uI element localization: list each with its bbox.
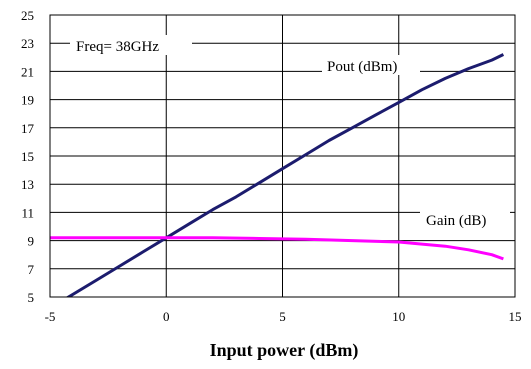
x-tick-label: 15 [509,309,522,324]
series-label-gain-bg [420,209,510,229]
series-lines [50,53,505,297]
series-line-gain [50,236,504,261]
y-tick-label: 9 [28,234,35,249]
annotation-freq-bg [70,35,192,55]
grid [50,15,515,297]
annotation-freq: Freq= 38GHz [76,39,159,55]
tick-labels: 5 7 9 11 13 15 17 19 21 23 25 -5 0 5 10 15 [21,8,522,324]
x-tick-label: 10 [392,309,405,324]
x-tick-label: -5 [45,309,56,324]
y-tick-label: 15 [21,149,34,164]
plot-frame [49,14,516,298]
y-tick-label: 13 [21,177,34,192]
y-tick-label: 19 [21,93,34,108]
x-axis-label: Input power (dBm) [210,340,359,361]
y-tick-label: 11 [21,205,34,220]
series-line-pout [65,53,505,297]
y-tick-label: 23 [21,36,34,51]
y-tick-label: 7 [28,262,35,277]
y-tick-label: 25 [21,8,34,23]
series-label-gain: Gain (dB) [426,213,486,229]
series-label-pout-bg [322,55,420,75]
x-tick-label: 5 [279,309,286,324]
x-tick-label: 0 [163,309,170,324]
series-label-pout: Pout (dBm) [327,59,397,75]
y-tick-label: 17 [21,121,35,136]
y-tick-label: 5 [28,290,35,305]
y-tick-label: 21 [21,64,34,79]
